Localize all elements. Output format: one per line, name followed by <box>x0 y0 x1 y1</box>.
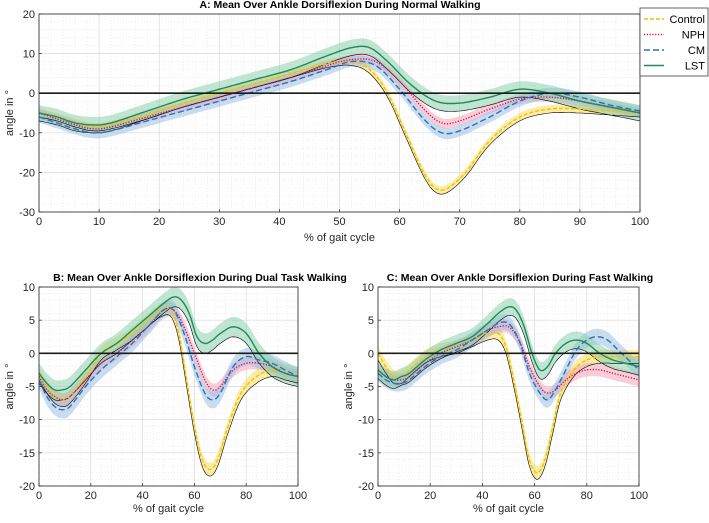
y-axis-label: angle in ° <box>4 90 16 136</box>
x-tick-label: 80 <box>240 490 252 502</box>
series-line-control <box>39 307 298 471</box>
x-tick-label: 100 <box>631 216 649 228</box>
x-tick-label: 100 <box>630 490 648 502</box>
chart-title: C: Mean Over Ankle Dorsiflexion During F… <box>387 272 653 284</box>
series-line-control <box>39 60 640 191</box>
series-line-lst <box>378 306 639 381</box>
y-tick-label: -20 <box>19 481 35 493</box>
x-tick-label: 40 <box>273 216 285 228</box>
x-tick-label: 80 <box>581 490 593 502</box>
legend-label-lst: LST <box>685 61 705 73</box>
x-tick-label: 0 <box>36 490 42 502</box>
series-group <box>39 38 640 195</box>
legend: Control NPH CM LST <box>639 7 709 77</box>
x-tick-label: 20 <box>153 216 165 228</box>
legend-label-control: Control <box>670 14 705 26</box>
x-tick-label: 100 <box>289 490 307 502</box>
x-tick-label: 30 <box>213 216 225 228</box>
x-tick-label: 90 <box>574 216 586 228</box>
x-tick-label: 0 <box>375 490 381 502</box>
band-cm <box>39 55 640 140</box>
y-tick-label: -10 <box>358 415 374 427</box>
series-line-cm <box>39 60 640 135</box>
y-tick-label: 0 <box>368 348 374 360</box>
series-line-control <box>378 331 639 474</box>
x-tick-label: 60 <box>528 490 540 502</box>
series-group <box>39 287 298 477</box>
series-line-cm <box>39 306 298 411</box>
band-edge-lst <box>378 314 639 389</box>
y-tick-label: 10 <box>23 282 35 294</box>
y-tick-label: 10 <box>23 49 35 61</box>
y-tick-label: -20 <box>19 167 35 179</box>
x-tick-label: 40 <box>476 490 488 502</box>
chart-c: 0 20 40 60 80 100 -20 -15 -10 -5 0 5 10 C: Mean Over … <box>343 272 653 515</box>
x-tick-label: 80 <box>514 216 526 228</box>
y-tick-label: 5 <box>29 315 35 327</box>
series-line-lst <box>39 45 640 126</box>
y-tick-label: -10 <box>19 128 35 140</box>
chart-b: 0 20 40 60 80 100 -20 -15 -10 -5 0 5 10 B: Mean Over … <box>4 272 347 515</box>
y-tick-label: -15 <box>19 448 35 460</box>
x-axis-label: % of gait cycle <box>473 503 544 515</box>
chart-a: 0 10 20 30 40 50 60 70 80 90 100 -30 -20 -10 0 10 20 A: M… <box>4 0 709 244</box>
y-tick-label: 5 <box>368 315 374 327</box>
band-edge-control <box>39 314 298 477</box>
x-tick-label: 20 <box>85 490 97 502</box>
y-tick-label: 0 <box>29 88 35 100</box>
y-axis-label: angle in ° <box>4 364 16 410</box>
chart-title: B: Mean Over Ankle Dorsiflexion During D… <box>53 272 347 284</box>
y-axis-label: angle in ° <box>343 364 355 410</box>
y-tick-label: 20 <box>23 9 35 21</box>
y-tick-label: -20 <box>358 481 374 493</box>
legend-label-nph: NPH <box>682 30 705 42</box>
x-tick-label: 50 <box>333 216 345 228</box>
band-nph <box>378 319 639 400</box>
y-tick-label: 0 <box>29 348 35 360</box>
y-tick-label: 10 <box>362 282 374 294</box>
y-tick-label: -15 <box>358 448 374 460</box>
legend-label-cm: CM <box>688 45 705 57</box>
x-axis-label: % of gait cycle <box>304 232 375 244</box>
x-tick-label: 10 <box>93 216 105 228</box>
x-tick-label: 40 <box>136 490 148 502</box>
series-line-lst <box>39 296 298 392</box>
band-lst <box>39 38 640 133</box>
chart-title: A: Mean Over Ankle Dorsiflexion During N… <box>199 0 480 11</box>
x-tick-label: 70 <box>454 216 466 228</box>
band-edge-control <box>378 338 639 480</box>
y-tick-label: -5 <box>25 382 35 394</box>
x-tick-label: 20 <box>424 490 436 502</box>
series-group <box>378 298 639 480</box>
band-control <box>378 325 639 480</box>
y-tick-label: -30 <box>19 207 35 219</box>
series-line-cm <box>378 321 639 401</box>
y-tick-label: -10 <box>19 415 35 427</box>
x-tick-label: 0 <box>36 216 42 228</box>
band-edge-control <box>39 64 640 195</box>
x-tick-label: 60 <box>188 490 200 502</box>
x-axis-label: % of gait cycle <box>133 503 204 515</box>
x-tick-label: 60 <box>393 216 405 228</box>
y-tick-label: -5 <box>364 382 374 394</box>
